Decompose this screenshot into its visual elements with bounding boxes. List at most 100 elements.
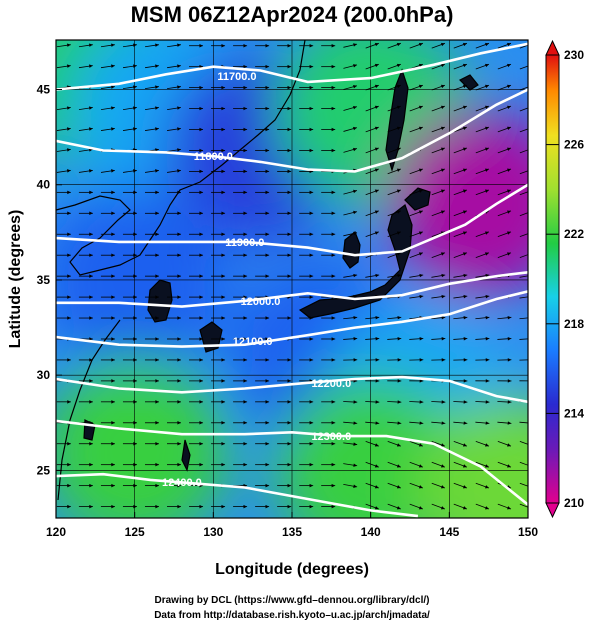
wind-vector-389 — [387, 147, 401, 154]
wind-vector-146 — [365, 379, 380, 383]
wind-vector-221 — [78, 295, 93, 299]
wind-vector-102 — [365, 421, 380, 425]
wind-vector-192 — [409, 337, 424, 341]
wind-vector-189 — [343, 337, 358, 341]
contour-label-2: 11900.0 — [225, 237, 264, 249]
field-sample-4 — [385, 108, 528, 299]
wind-vector-181 — [167, 337, 181, 341]
wind-vector-410 — [365, 126, 379, 133]
wind-vector-302 — [409, 231, 424, 238]
wind-vector-70 — [144, 441, 159, 446]
wind-vector-137 — [167, 379, 181, 383]
wind-vector-484 — [56, 43, 71, 48]
wind-vector-296 — [277, 232, 292, 236]
wind-vector-283 — [475, 252, 490, 258]
wind-vector-133 — [78, 379, 93, 383]
contour-line-6 — [56, 419, 528, 506]
wind-vector-174 — [497, 358, 512, 362]
wind-vector-19 — [475, 503, 490, 510]
wind-vector-2 — [100, 504, 115, 509]
wind-vector-357 — [167, 169, 181, 173]
wind-vector-31 — [255, 483, 270, 488]
wind-vector-418 — [56, 106, 71, 110]
wind-vector-359 — [211, 169, 226, 174]
wind-vector-310 — [100, 211, 115, 216]
wind-vector-402 — [189, 127, 204, 132]
wind-vector-32 — [277, 483, 292, 488]
wind-vector-289 — [122, 232, 137, 236]
wind-vector-26 — [144, 483, 159, 488]
wind-vector-44 — [56, 462, 71, 467]
colorbar-label-218: 218 — [564, 317, 584, 331]
wind-vector-123 — [343, 400, 358, 404]
wind-vector-454 — [365, 84, 379, 91]
wind-vector-9 — [255, 504, 270, 509]
wind-vector-286 — [56, 232, 71, 236]
wind-vector-444 — [144, 85, 159, 90]
wind-vector-460 — [497, 84, 512, 91]
colorbar-label-226: 226 — [564, 138, 584, 152]
wind-vector-1 — [78, 504, 93, 509]
wind-vector-397 — [78, 127, 93, 131]
wind-vector-411 — [387, 126, 401, 133]
wind-vector-81 — [387, 440, 401, 447]
wind-vector-204 — [189, 316, 204, 320]
wind-vector-246 — [144, 274, 159, 278]
wind-vector-417 — [519, 128, 528, 133]
wind-vector-22 — [56, 483, 71, 488]
wind-vector-65 — [519, 461, 528, 466]
wind-vector-80 — [365, 440, 379, 447]
wind-vector-318 — [277, 211, 292, 216]
wind-vector-157 — [122, 358, 137, 362]
contour-label-6: 12300.0 — [311, 431, 351, 443]
wind-vector-404 — [233, 127, 248, 132]
wind-vector-265 — [78, 253, 93, 257]
wind-vector-355 — [122, 169, 137, 173]
wind-vector-185 — [255, 337, 270, 341]
wind-vector-220 — [56, 295, 71, 299]
wind-vector-308 — [56, 211, 71, 216]
wind-vector-191 — [387, 337, 402, 341]
x-tick-label-145: 145 — [439, 525, 459, 539]
wind-vector-245 — [122, 274, 137, 278]
wind-vector-304 — [453, 231, 468, 238]
wind-vector-366 — [365, 168, 379, 175]
wind-vector-151 — [475, 379, 490, 383]
wind-vector-90 — [100, 421, 115, 425]
contour-label-5: 12200.0 — [311, 378, 351, 390]
wind-vector-182 — [189, 337, 204, 341]
wind-vector-5 — [167, 504, 181, 509]
wind-vector-427 — [255, 106, 270, 111]
wind-vector-172 — [453, 358, 468, 362]
wind-vector-284 — [497, 252, 512, 258]
wind-vector-159 — [167, 358, 181, 362]
wind-vector-267 — [122, 253, 137, 257]
field-sample-8 — [56, 356, 230, 518]
y-axis: 25 30 35 40 45 — [37, 83, 62, 477]
wind-vector-21 — [519, 503, 528, 508]
wind-vector-491 — [211, 43, 226, 48]
wind-vector-67 — [78, 441, 93, 446]
wind-vector-500 — [409, 42, 424, 49]
wind-vector-14 — [365, 503, 379, 510]
wind-vector-305 — [475, 231, 490, 238]
contour-label-7: 12400.0 — [162, 477, 202, 489]
wind-vector-309 — [78, 211, 93, 216]
wind-vector-20 — [497, 503, 512, 510]
wind-vector-356 — [144, 169, 159, 173]
wind-vector-25 — [122, 483, 137, 488]
wind-vector-222 — [100, 295, 115, 299]
wind-vector-83 — [431, 440, 446, 447]
wind-vector-330 — [56, 190, 71, 195]
wind-vector-165 — [299, 358, 314, 362]
wind-vector-425 — [211, 106, 226, 111]
wind-vector-10 — [277, 504, 292, 509]
wind-vector-96 — [233, 421, 248, 425]
wind-vector-47 — [122, 462, 137, 467]
wind-vector-49 — [167, 462, 181, 467]
wind-vector-324 — [409, 210, 424, 217]
wind-vector-442 — [100, 85, 115, 90]
colorbar-label-222: 222 — [564, 227, 584, 241]
wind-vector-76 — [277, 441, 292, 446]
wind-vector-270 — [189, 253, 204, 257]
